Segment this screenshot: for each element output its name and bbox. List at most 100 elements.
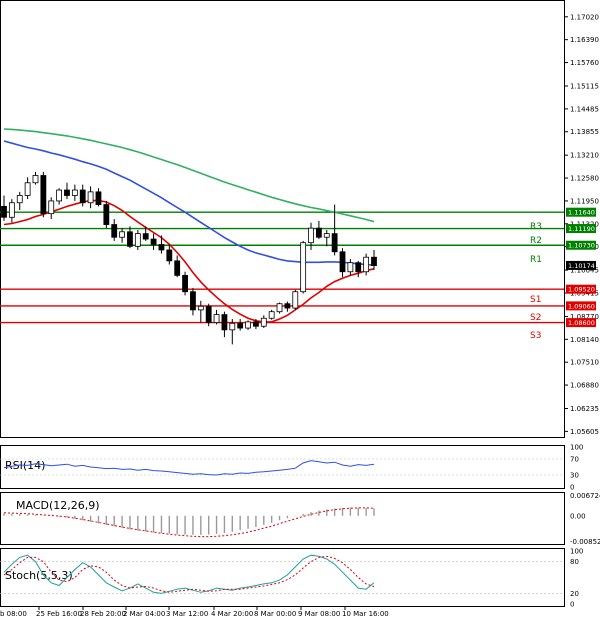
level-price-label: 1.10730: [568, 242, 595, 250]
level-price-label: 1.09520: [568, 286, 595, 294]
candle: [308, 222, 314, 250]
candle: [276, 302, 283, 314]
level-price-label: 1.11190: [568, 225, 595, 233]
candle-body: [8, 202, 15, 218]
stoch-tick-label: 80: [570, 558, 579, 566]
candle: [48, 197, 55, 220]
candle-body: [166, 249, 173, 262]
candle: [205, 303, 212, 327]
candle: [245, 320, 251, 330]
macd-tick-label: 0.00: [570, 512, 586, 520]
candle: [323, 229, 330, 247]
stoch-k-line: [3, 554, 375, 594]
candle-body: [245, 321, 251, 329]
level-name-s2: S2: [530, 313, 541, 323]
candle: [347, 259, 354, 276]
price-tick-label: 1.08140: [570, 336, 599, 344]
candle: [260, 315, 267, 329]
candle-body: [190, 291, 196, 311]
price-tick-label: 1.05605: [570, 428, 599, 436]
candle-body: [48, 200, 55, 215]
candle-body: [56, 189, 63, 202]
candle-body: [331, 233, 338, 253]
level-price-box: [566, 207, 596, 217]
level-price-box: [566, 224, 596, 234]
current-price-tag: 1.10174: [566, 260, 596, 270]
level-price-box: [566, 284, 596, 294]
candle-body: [276, 303, 283, 313]
candle-body: [205, 305, 212, 323]
candle: [355, 260, 362, 278]
candle: [339, 248, 346, 278]
level-price-box: [566, 240, 596, 250]
rsi-tick-label: 70: [570, 456, 579, 464]
level-name-s1: S1: [530, 295, 541, 305]
rsi-tick-label: 0: [570, 484, 574, 492]
current-price-label: 1.10174: [568, 262, 595, 270]
candle: [119, 228, 125, 243]
candle: [40, 171, 47, 218]
level-name-r1: R1: [530, 255, 542, 265]
price-tick-label: 1.13210: [570, 152, 599, 160]
moving-average-line-2: [3, 128, 375, 223]
candle: [363, 253, 370, 276]
candle: [150, 233, 157, 250]
macd-tick-label: -0.008527: [570, 538, 600, 546]
level-price-label: 1.11640: [568, 209, 595, 217]
candle-body: [150, 238, 157, 245]
candle: [371, 249, 377, 270]
moving-average-line-0: [3, 199, 375, 323]
candle: [71, 184, 78, 201]
candle-body: [174, 260, 181, 276]
panel-frames: [0, 0, 565, 607]
candle: [213, 309, 220, 325]
time-tick-label: 4 Mar 20:00: [211, 610, 253, 618]
candle: [16, 191, 23, 211]
rsi-tick-label: 30: [570, 472, 579, 480]
candle-body: [16, 195, 23, 204]
price-tick-label: 1.14485: [570, 105, 599, 113]
candle-body: [197, 305, 204, 311]
candle-body: [347, 262, 354, 273]
time-tick-label: 28 Feb 20:00: [80, 610, 126, 618]
candle: [79, 184, 86, 207]
candle: [64, 182, 70, 200]
candle: [103, 200, 110, 229]
candle: [292, 289, 299, 310]
candle: [315, 220, 322, 240]
price-tick-label: 1.15760: [570, 59, 599, 67]
stoch-d-line: [3, 555, 375, 593]
candle: [253, 318, 259, 330]
candle: [158, 235, 165, 254]
level-price-box: [566, 318, 596, 328]
stoch-panel: Stoch(5,5,3) 100 80 20 0: [0, 548, 583, 609]
candle: [174, 255, 181, 278]
candle-body: [87, 191, 94, 204]
candle: [237, 318, 244, 331]
candle: [32, 171, 39, 185]
candle-body: [119, 231, 125, 238]
candle-body: [213, 314, 220, 323]
macd-tick-label: 0.006724: [570, 492, 600, 500]
candle: [111, 219, 118, 241]
candle-body: [24, 182, 31, 196]
candle-body: [284, 303, 291, 309]
price-tick-label: 1.13855: [570, 128, 599, 136]
moving-average-line-1: [3, 140, 375, 266]
rsi-line: [3, 460, 375, 476]
candle-body: [111, 224, 118, 238]
stoch-tick-label: 0: [570, 601, 574, 609]
candle: [197, 300, 204, 323]
candle-body: [308, 227, 314, 244]
candlesticks: [1, 171, 377, 345]
time-tick-label: 10 Mar 16:00: [342, 610, 389, 618]
price-tick-label: 1.17020: [570, 13, 599, 21]
price-tick-label: 1.12580: [570, 175, 599, 183]
price-axis: 1.17020 1.16390 1.15760 1.15115 1.14485 1.138…: [564, 13, 599, 436]
candle-body: [40, 175, 47, 215]
stoch-tick-label: 100: [570, 548, 583, 556]
candle-body: [253, 321, 259, 327]
candle: [127, 226, 133, 249]
candle: [134, 229, 141, 250]
candle-body: [300, 242, 307, 293]
